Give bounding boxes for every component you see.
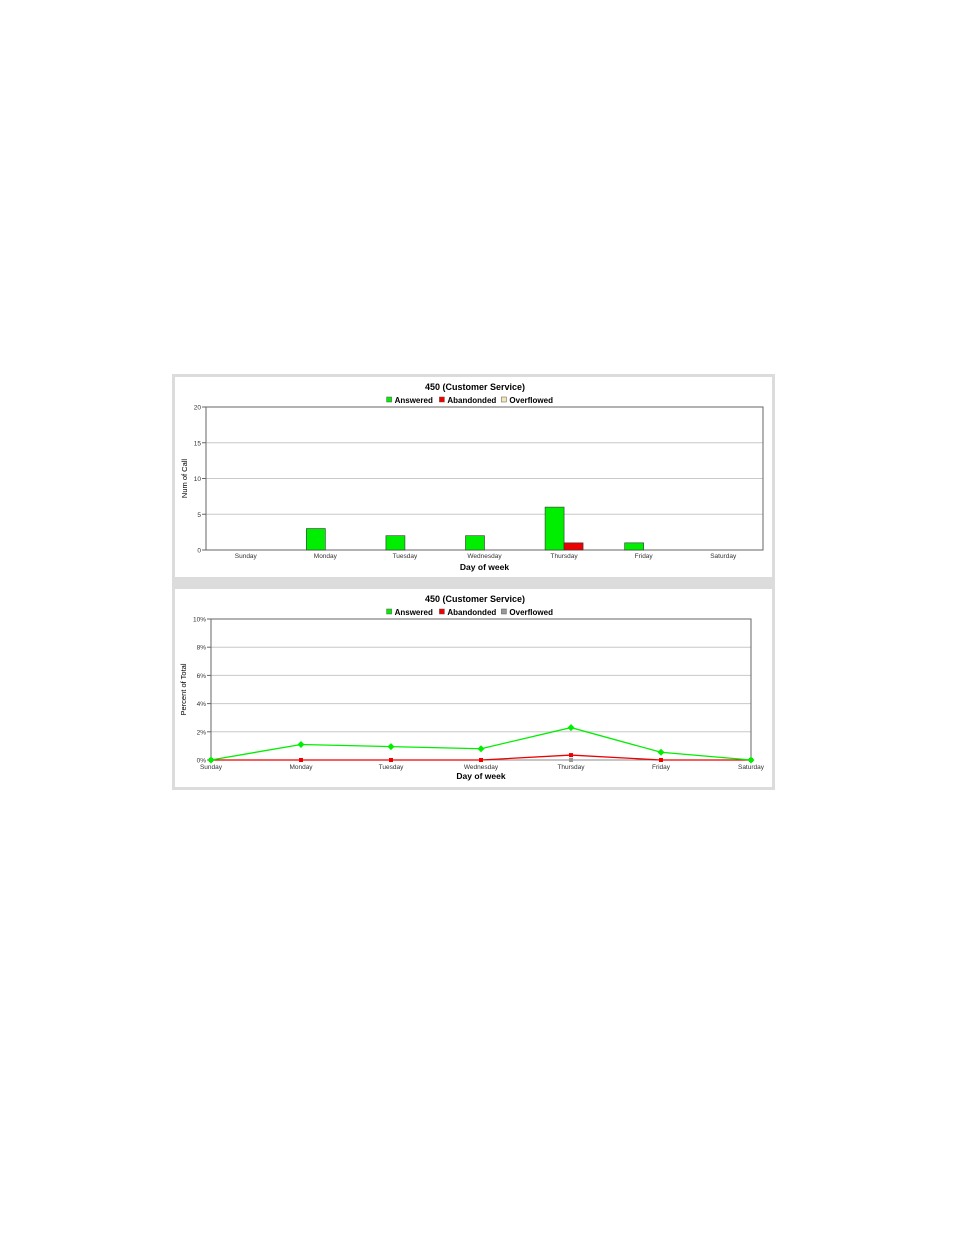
legend-swatch-2 (501, 396, 507, 403)
legend-swatch-1 (439, 608, 445, 615)
chart-title: 450 (Customer Service) (425, 594, 525, 604)
point-abandonded-monday (299, 758, 303, 762)
point-answered-sunday (207, 756, 215, 764)
point-answered-friday (657, 748, 665, 756)
line-chart: 450 (Customer Service) Answered Abandonded… (179, 594, 765, 781)
x-tick-label-2: Tuesday (393, 553, 418, 560)
bar-answered-monday (306, 528, 326, 551)
report-frame: 450 (Customer Service) Answered Abandonded… (172, 374, 775, 790)
y-tick-label-3: 6% (197, 673, 207, 680)
legend-label-2: Overflowed (509, 396, 553, 405)
point-abandonded-wednesday (479, 758, 483, 762)
legend-label-0: Answered (395, 608, 433, 617)
y-tick-label-0: 0 (197, 548, 201, 555)
y-axis-label: Num of Call (180, 459, 189, 499)
point-answered-saturday (747, 756, 755, 764)
legend-label-1: Abandonded (447, 608, 496, 617)
plot-area (211, 619, 751, 760)
x-tick-label-4: Thursday (551, 553, 579, 560)
x-tick-label-2: Tuesday (379, 764, 404, 771)
bar-answered-friday (624, 542, 644, 551)
legend-swatch-2 (501, 608, 507, 615)
x-tick-label-4: Thursday (557, 764, 585, 771)
y-tick-label-0: 0% (197, 758, 207, 765)
bar-chart: 450 (Customer Service) Answered Abandonded… (180, 382, 764, 572)
point-abandonded-tuesday (389, 758, 393, 762)
point-abandonded-friday (659, 758, 663, 762)
bar-answered-wednesday (465, 535, 485, 551)
x-tick-label-1: Monday (289, 764, 313, 771)
y-axis-label: Percent of Total (179, 663, 188, 715)
x-tick-label-1: Monday (314, 553, 338, 560)
line-chart-panel: 450 (Customer Service) Answered Abandonded… (175, 589, 772, 787)
x-tick-label-3: Wednesday (464, 764, 499, 771)
legend-label-0: Answered (395, 396, 433, 405)
x-tick-label-6: Saturday (710, 553, 737, 560)
x-axis-label: Day of week (460, 562, 509, 572)
y-tick-label-1: 5 (197, 512, 201, 519)
x-tick-label-0: Sunday (200, 764, 223, 771)
y-tick-label-2: 10 (194, 476, 202, 483)
x-tick-label-6: Saturday (738, 764, 765, 771)
bar-chart-panel: 450 (Customer Service) Answered Abandonded… (175, 377, 772, 577)
legend-label-2: Overflowed (509, 608, 553, 617)
x-tick-label-0: Sunday (235, 553, 258, 560)
legend-swatch-0 (386, 608, 392, 615)
legend-swatch-0 (386, 396, 392, 403)
chart-title: 450 (Customer Service) (425, 382, 525, 392)
point-answered-tuesday (387, 743, 395, 751)
bar-answered-thursday (544, 506, 565, 551)
x-tick-label-5: Friday (635, 553, 654, 560)
bar-answered-tuesday (385, 535, 406, 551)
x-tick-label-3: Wednesday (467, 553, 502, 560)
point-abandonded-thursday (569, 753, 573, 758)
y-tick-label-5: 10% (193, 617, 206, 624)
y-tick-label-4: 20 (194, 405, 202, 412)
y-tick-label-1: 2% (197, 729, 207, 736)
legend-swatch-1 (439, 396, 445, 403)
point-answered-thursday (567, 724, 575, 732)
y-tick-label-4: 8% (197, 645, 207, 652)
x-axis-label: Day of week (456, 771, 505, 781)
x-tick-label-5: Friday (652, 764, 671, 771)
point-overflowed-thursday (569, 758, 573, 762)
point-answered-wednesday (477, 745, 485, 753)
y-tick-label-3: 15 (194, 440, 202, 447)
legend-label-1: Abandonded (447, 396, 496, 405)
point-answered-monday (297, 740, 305, 748)
bar-abandonded-thursday (563, 542, 584, 551)
y-tick-label-2: 4% (197, 701, 207, 708)
